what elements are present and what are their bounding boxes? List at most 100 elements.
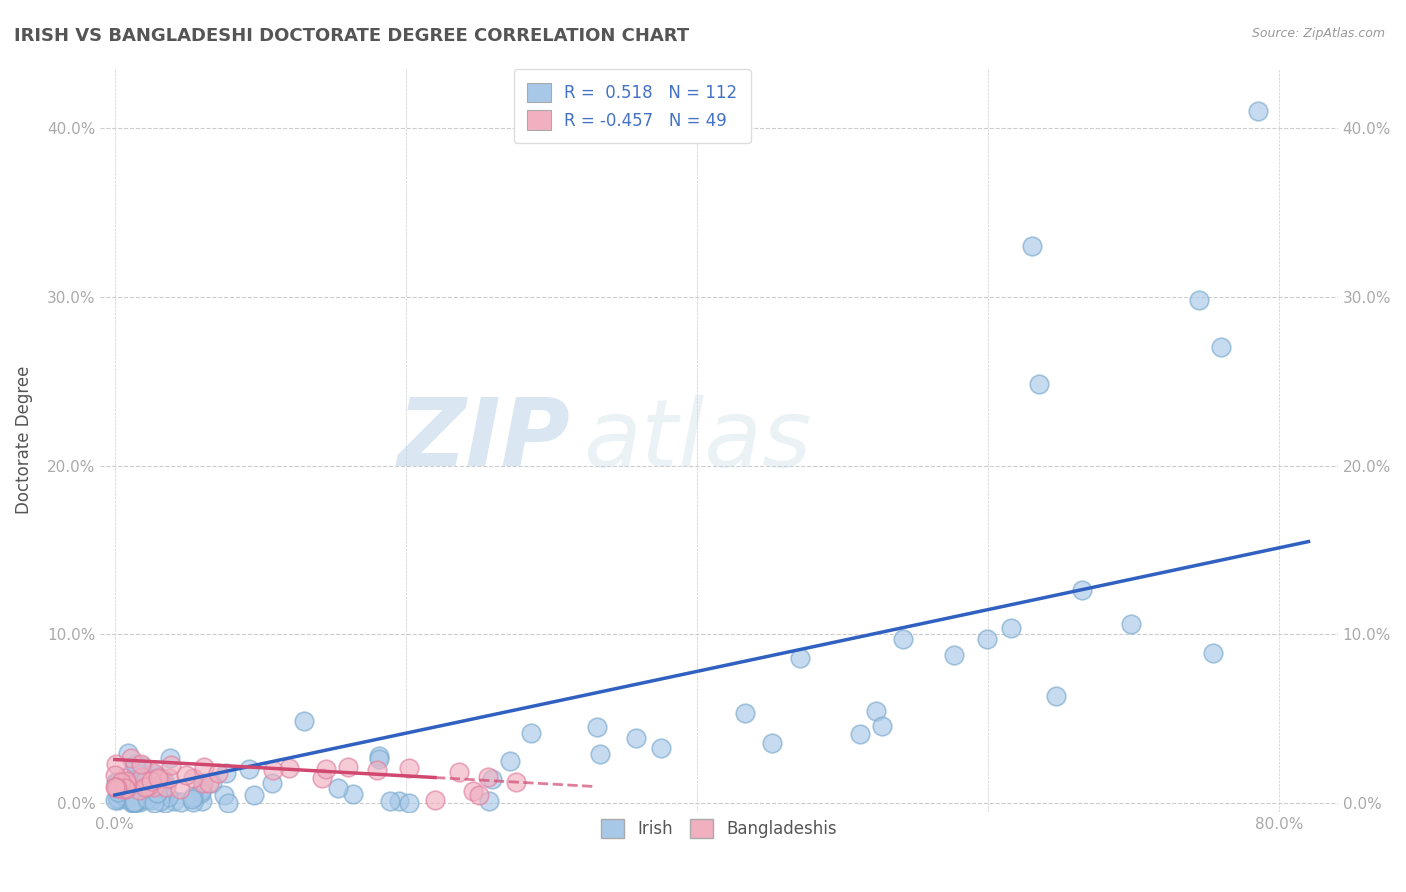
Point [124, 795, 146, 809]
Point [129, 756, 152, 771]
Point [155, 780, 177, 794]
Point [1121, 616, 1143, 631]
Point [193, 760, 215, 774]
Point [976, 632, 998, 646]
Point [143, 768, 166, 782]
Point [891, 632, 914, 646]
Text: ZIP: ZIP [398, 394, 571, 486]
Point [142, 780, 165, 794]
Point [242, 788, 264, 802]
Point [366, 763, 388, 777]
Point [1045, 689, 1067, 703]
Point [650, 741, 672, 756]
Point [128, 783, 150, 797]
Point [135, 772, 157, 786]
Point [169, 781, 191, 796]
Point [131, 776, 153, 790]
Point [368, 752, 391, 766]
Point [326, 781, 349, 796]
Point [423, 793, 446, 807]
Point [176, 768, 198, 782]
Point [1202, 646, 1225, 660]
Point [207, 766, 229, 780]
Point [117, 773, 139, 788]
Point [586, 720, 609, 734]
Point [105, 757, 128, 772]
Point [121, 790, 143, 805]
Point [121, 797, 143, 811]
Point [115, 784, 138, 798]
Point [120, 751, 142, 765]
Point [143, 797, 166, 811]
Point [589, 747, 612, 761]
Point [105, 775, 128, 789]
Point [865, 704, 887, 718]
Point [112, 789, 135, 804]
Point [122, 796, 145, 810]
Point [163, 794, 186, 808]
Point [127, 792, 149, 806]
Point [378, 794, 401, 808]
Point [120, 781, 142, 796]
Point [368, 748, 391, 763]
Point [111, 784, 134, 798]
Point [110, 775, 132, 789]
Point [1028, 377, 1050, 392]
Point [520, 726, 543, 740]
Point [143, 766, 166, 780]
Point [398, 761, 420, 775]
Point [198, 776, 221, 790]
Point [170, 796, 193, 810]
Point [311, 771, 333, 785]
Point [193, 775, 215, 789]
Point [127, 794, 149, 808]
Point [107, 793, 129, 807]
Point [1071, 582, 1094, 597]
Point [342, 787, 364, 801]
Text: IRISH VS BANGLADESHI DOCTORATE DEGREE CORRELATION CHART: IRISH VS BANGLADESHI DOCTORATE DEGREE CO… [14, 27, 689, 45]
Text: atlas: atlas [583, 394, 811, 486]
Point [1000, 621, 1022, 635]
Point [129, 795, 152, 809]
Point [180, 791, 202, 805]
Point [104, 780, 127, 794]
Point [115, 773, 138, 788]
Point [115, 791, 138, 805]
Point [159, 751, 181, 765]
Point [115, 777, 138, 791]
Point [191, 794, 214, 808]
Point [121, 780, 143, 794]
Point [115, 788, 138, 802]
Y-axis label: Doctorate Degree: Doctorate Degree [15, 366, 32, 515]
Point [477, 770, 499, 784]
Point [104, 793, 127, 807]
Point [104, 780, 127, 794]
Point [131, 770, 153, 784]
Point [942, 648, 965, 662]
Point [201, 776, 224, 790]
Point [131, 758, 153, 772]
Point [117, 747, 139, 761]
Point [146, 771, 169, 785]
Point [145, 788, 167, 802]
Point [127, 789, 149, 803]
Point [238, 763, 260, 777]
Point [1188, 293, 1211, 307]
Point [734, 706, 756, 721]
Point [190, 786, 212, 800]
Point [150, 771, 173, 785]
Point [107, 791, 129, 805]
Point [449, 764, 471, 779]
Point [478, 794, 501, 808]
Point [277, 762, 299, 776]
Point [388, 794, 411, 808]
Point [128, 775, 150, 789]
Point [468, 788, 491, 802]
Point [104, 775, 127, 789]
Point [124, 758, 146, 772]
Point [107, 785, 129, 799]
Point [181, 789, 204, 804]
Point [138, 779, 160, 793]
Point [212, 788, 235, 802]
Point [134, 780, 156, 794]
